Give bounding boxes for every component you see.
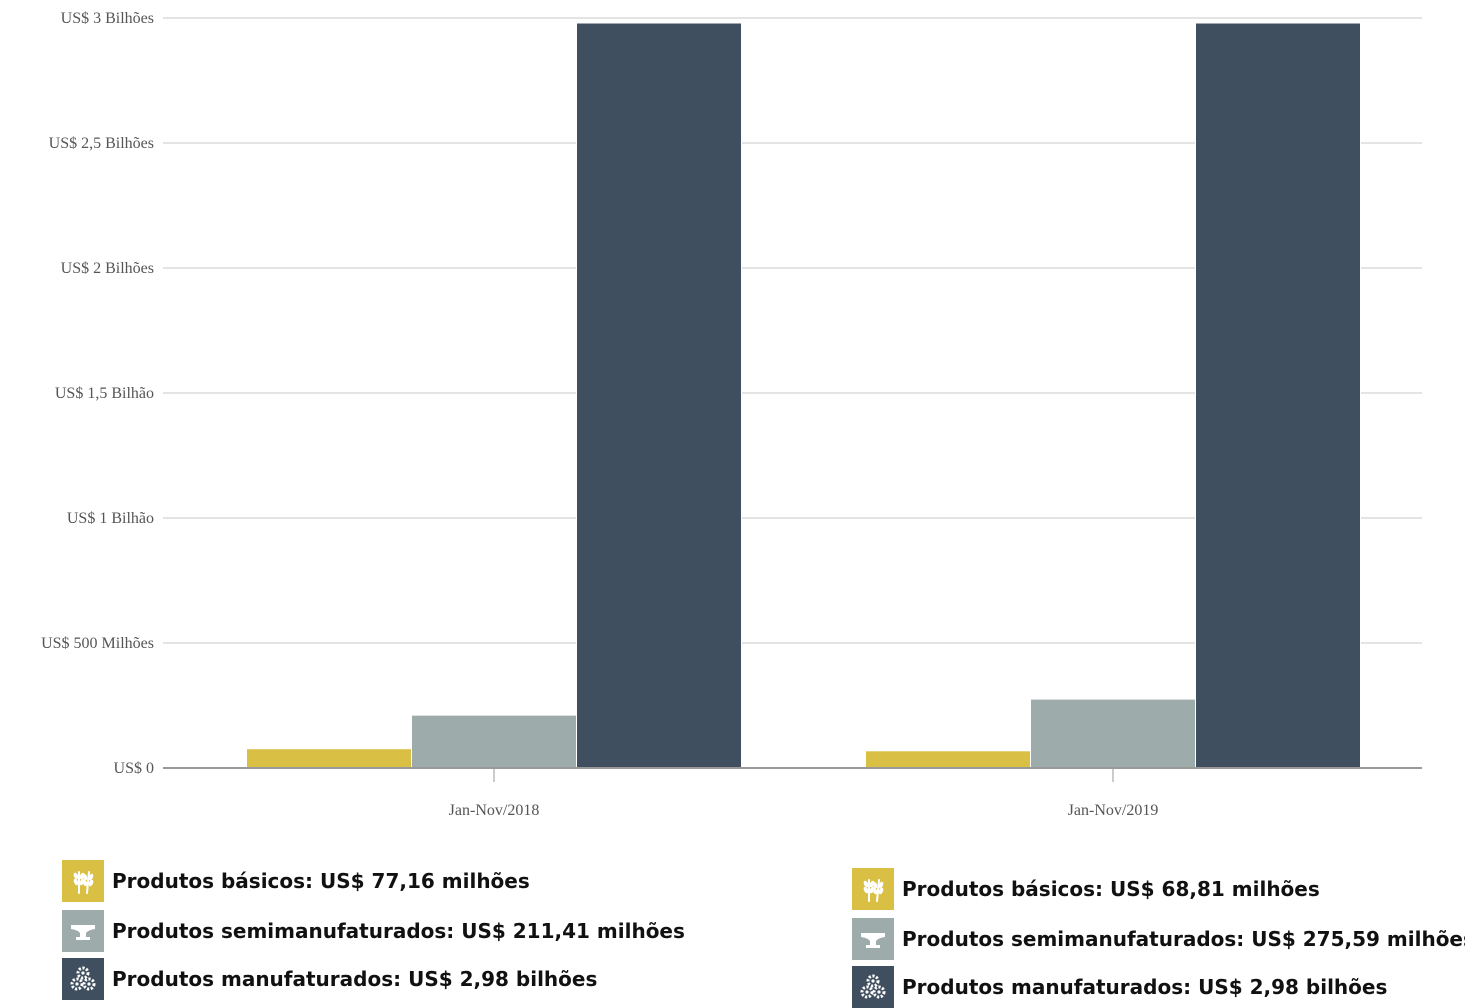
wheat-icon — [62, 860, 104, 902]
legend-item-manufaturados: Produtos manufaturados: US$ 2,98 bilhões — [62, 958, 597, 1000]
y-tick-label: US$ 1,5 Bilhão — [55, 385, 154, 402]
legend-item-basicos: Produtos básicos: US$ 77,16 milhões — [62, 860, 530, 902]
y-tick-label: US$ 2,5 Bilhões — [49, 135, 154, 152]
y-tick-label: US$ 3 Bilhões — [61, 10, 154, 27]
bar-chart: US$ 0 US$ 500 Milhões US$ 1 Bilhão US$ 1,5 … — [41, 10, 1422, 819]
anvil-icon — [62, 910, 104, 952]
bar-produtos-manufaturados-0 — [576, 22, 742, 769]
legend-item-basicos: Produtos básicos: US$ 68,81 milhões — [852, 868, 1320, 910]
legend-label-basicos: Produtos básicos: US$ 77,16 milhões — [112, 869, 530, 893]
legend-label-basicos: Produtos básicos: US$ 68,81 milhões — [902, 877, 1320, 901]
wheat-icon — [852, 868, 894, 910]
legend-item-manufaturados: Produtos manufaturados: US$ 2,98 bilhões — [852, 966, 1387, 1008]
bar-produtos-semimanufaturados-1 — [1030, 698, 1196, 769]
bar-produtos-b-sicos-0 — [246, 748, 412, 769]
legend-label-manufaturados: Produtos manufaturados: US$ 2,98 bilhões — [902, 975, 1388, 999]
gears-icon — [62, 958, 104, 1000]
x-tick-label: Jan-Nov/2018 — [449, 802, 540, 819]
y-tick-label: US$ 500 Milhões — [41, 635, 154, 652]
legend-label-semimanufaturados: Produtos semimanufaturados: US$ 211,41 m… — [112, 919, 685, 943]
anvil-icon — [852, 918, 894, 960]
y-tick-label: US$ 0 — [114, 760, 154, 777]
y-tick-label: US$ 1 Bilhão — [67, 510, 154, 527]
legend-item-semimanufaturados: Produtos semimanufaturados: US$ 211,41 m… — [62, 910, 685, 952]
x-tick-label: Jan-Nov/2019 — [1068, 802, 1159, 819]
legend-label-manufaturados: Produtos manufaturados: US$ 2,98 bilhões — [112, 967, 598, 991]
legend-2018: Produtos básicos: US$ 77,16 milhões Prod… — [62, 858, 762, 1006]
legend-2019: Produtos básicos: US$ 68,81 milhões Prod… — [852, 866, 1465, 1008]
legend-label-semimanufaturados: Produtos semimanufaturados: US$ 275,59 m… — [902, 927, 1465, 951]
bar-produtos-manufaturados-1 — [1195, 22, 1361, 769]
bar-produtos-semimanufaturados-0 — [411, 714, 577, 769]
y-tick-label: US$ 2 Bilhões — [61, 260, 154, 277]
gears-icon — [852, 966, 894, 1008]
legend-item-semimanufaturados: Produtos semimanufaturados: US$ 275,59 m… — [852, 918, 1465, 960]
bar-produtos-b-sicos-1 — [865, 750, 1031, 769]
